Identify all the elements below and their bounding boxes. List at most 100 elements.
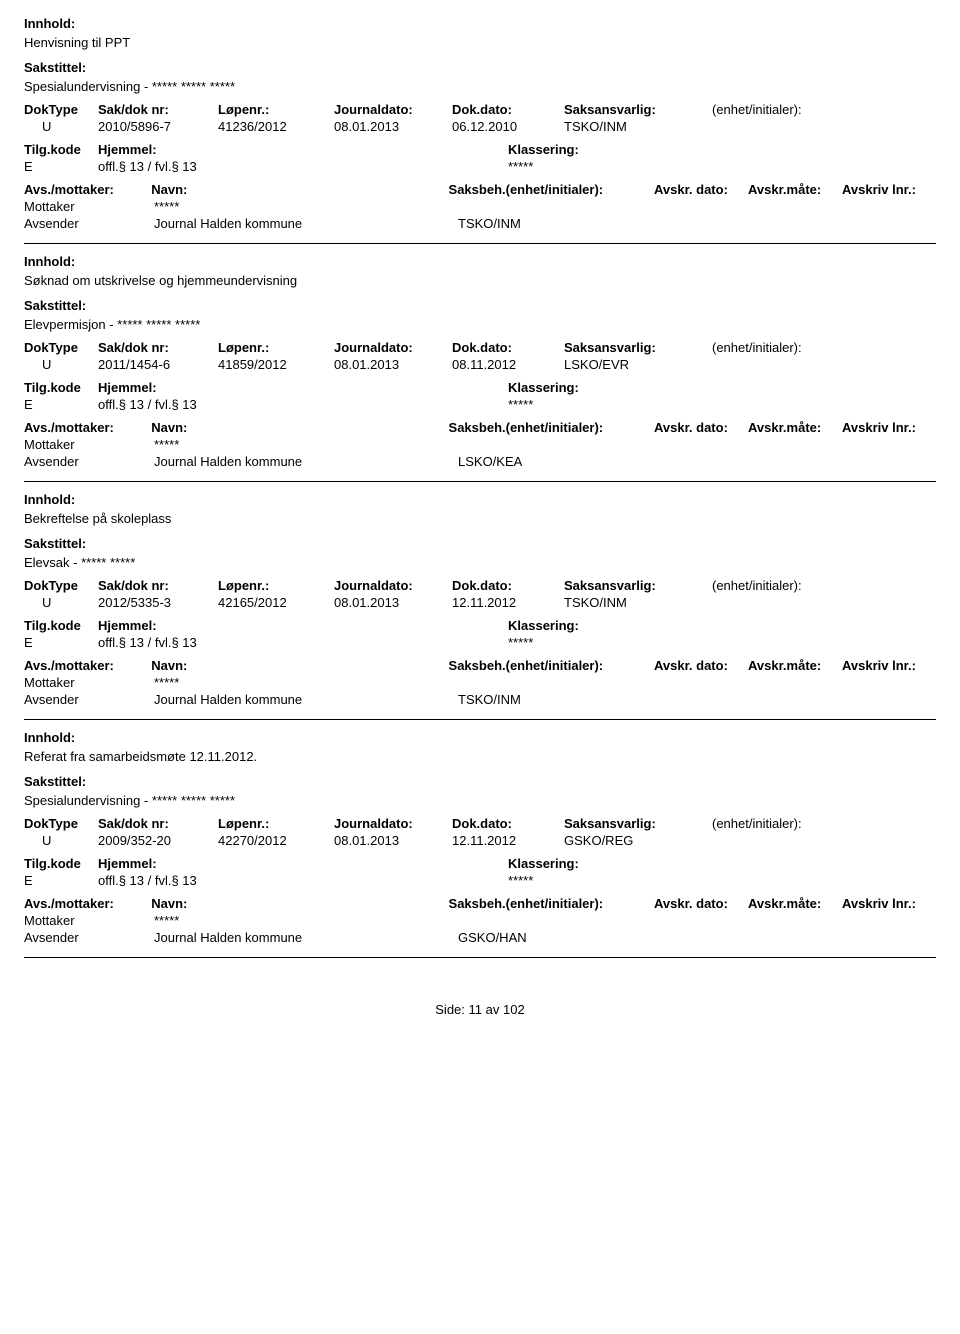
klassering-value: *****: [508, 635, 808, 650]
klassering-label: Klassering:: [508, 142, 808, 157]
tilgkode-value: E: [24, 397, 98, 412]
dokdato-value: 06.12.2010: [452, 119, 564, 134]
av-label: av: [486, 1002, 500, 1017]
avsender-role: Avsender: [24, 216, 154, 231]
lopenr-label: Løpenr.:: [218, 578, 334, 593]
sakstittel-value: Spesialundervisning - ***** ***** *****: [24, 793, 936, 808]
dokdato-value: 12.11.2012: [452, 833, 564, 848]
mottaker-name: *****: [154, 913, 458, 928]
lopenr-value: 41236/2012: [218, 119, 334, 134]
lopenr-label: Løpenr.:: [218, 102, 334, 117]
avsmottaker-label: Avs./mottaker:: [24, 182, 151, 197]
doktype-value: U: [24, 833, 98, 848]
page-number: 11: [469, 1002, 483, 1017]
record-separator: [24, 957, 936, 958]
avsmottaker-label: Avs./mottaker:: [24, 420, 151, 435]
side-label: Side:: [435, 1002, 465, 1017]
sakstittel-value: Spesialundervisning - ***** ***** *****: [24, 79, 936, 94]
doktype-value: U: [24, 119, 98, 134]
tilgkode-label: Tilg.kode: [24, 618, 98, 633]
avsender-role: Avsender: [24, 692, 154, 707]
enhetinit-label: (enhet/initialer):: [712, 578, 872, 593]
klassering-value: *****: [508, 397, 808, 412]
hjemmel-label: Hjemmel:: [98, 380, 508, 395]
sakstittel-label: Sakstittel:: [24, 60, 86, 75]
sakdoknr-value: 2009/352-20: [98, 833, 218, 848]
avsender-name: Journal Halden kommune: [154, 930, 458, 945]
innhold-label: Innhold:: [24, 492, 75, 507]
avsender-unit: GSKO/HAN: [458, 930, 658, 945]
hjemmel-value: offl.§ 13 / fvl.§ 13: [98, 159, 508, 174]
sakdoknr-value: 2010/5896-7: [98, 119, 218, 134]
avskrivlnr-label: Avskriv lnr.:: [842, 182, 936, 197]
journal-record: Innhold: Søknad om utskrivelse og hjemme…: [24, 254, 936, 469]
saksansvarlig-label: Saksansvarlig:: [564, 578, 712, 593]
hjemmel-value: offl.§ 13 / fvl.§ 13: [98, 397, 508, 412]
avsender-unit: TSKO/INM: [458, 216, 658, 231]
doktype-value: U: [24, 357, 98, 372]
doktype-label: DokType: [24, 340, 98, 355]
avskrivlnr-label: Avskriv lnr.:: [842, 896, 936, 911]
hjemmel-value: offl.§ 13 / fvl.§ 13: [98, 635, 508, 650]
journaldato-value: 08.01.2013: [334, 833, 452, 848]
hjemmel-label: Hjemmel:: [98, 142, 508, 157]
dokdato-value: 08.11.2012: [452, 357, 564, 372]
journal-record: Innhold: Henvisning til PPT Sakstittel: …: [24, 16, 936, 231]
journaldato-label: Journaldato:: [334, 102, 452, 117]
avskrmate-label: Avskr.måte:: [748, 420, 842, 435]
tilgkode-value: E: [24, 635, 98, 650]
klassering-value: *****: [508, 873, 808, 888]
avsender-role: Avsender: [24, 454, 154, 469]
sakdoknr-label: Sak/dok nr:: [98, 102, 218, 117]
sakdoknr-label: Sak/dok nr:: [98, 578, 218, 593]
record-separator: [24, 243, 936, 244]
avsender-name: Journal Halden kommune: [154, 216, 458, 231]
innhold-label: Innhold:: [24, 730, 75, 745]
mottaker-name: *****: [154, 199, 458, 214]
mottaker-role: Mottaker: [24, 913, 154, 928]
sakstittel-label: Sakstittel:: [24, 536, 86, 551]
avskrdato-label: Avskr. dato:: [654, 658, 748, 673]
hjemmel-label: Hjemmel:: [98, 618, 508, 633]
mottaker-role: Mottaker: [24, 199, 154, 214]
lopenr-value: 42165/2012: [218, 595, 334, 610]
saksbeh-label: Saksbeh.(enhet/initialer):: [449, 658, 654, 673]
page-total: 102: [503, 1002, 525, 1017]
dokdato-label: Dok.dato:: [452, 816, 564, 831]
avskrmate-label: Avskr.måte:: [748, 182, 842, 197]
enhetinit-label: (enhet/initialer):: [712, 340, 872, 355]
record-separator: [24, 481, 936, 482]
saksansvarlig-value: GSKO/REG: [564, 833, 712, 848]
avsmottaker-label: Avs./mottaker:: [24, 658, 151, 673]
saksbeh-label: Saksbeh.(enhet/initialer):: [449, 182, 654, 197]
sakdoknr-label: Sak/dok nr:: [98, 816, 218, 831]
avskrdato-label: Avskr. dato:: [654, 420, 748, 435]
saksansvarlig-label: Saksansvarlig:: [564, 816, 712, 831]
sakdoknr-label: Sak/dok nr:: [98, 340, 218, 355]
saksansvarlig-value: TSKO/INM: [564, 119, 712, 134]
journaldato-value: 08.01.2013: [334, 595, 452, 610]
hjemmel-label: Hjemmel:: [98, 856, 508, 871]
journaldato-label: Journaldato:: [334, 578, 452, 593]
avskrmate-label: Avskr.måte:: [748, 658, 842, 673]
journal-record: Innhold: Bekreftelse på skoleplass Sakst…: [24, 492, 936, 707]
tilgkode-value: E: [24, 873, 98, 888]
page-footer: Side: 11 av 102: [24, 1002, 936, 1017]
klassering-label: Klassering:: [508, 380, 808, 395]
mottaker-name: *****: [154, 675, 458, 690]
sakstittel-label: Sakstittel:: [24, 774, 86, 789]
journaldato-label: Journaldato:: [334, 340, 452, 355]
record-separator: [24, 719, 936, 720]
avsender-unit: TSKO/INM: [458, 692, 658, 707]
avskrdato-label: Avskr. dato:: [654, 182, 748, 197]
journaldato-label: Journaldato:: [334, 816, 452, 831]
mottaker-role: Mottaker: [24, 437, 154, 452]
sakstittel-value: Elevpermisjon - ***** ***** *****: [24, 317, 936, 332]
journaldato-value: 08.01.2013: [334, 357, 452, 372]
sakdoknr-value: 2011/1454-6: [98, 357, 218, 372]
saksansvarlig-value: LSKO/EVR: [564, 357, 712, 372]
avsender-name: Journal Halden kommune: [154, 454, 458, 469]
klassering-label: Klassering:: [508, 856, 808, 871]
tilgkode-label: Tilg.kode: [24, 856, 98, 871]
enhetinit-label: (enhet/initialer):: [712, 816, 872, 831]
